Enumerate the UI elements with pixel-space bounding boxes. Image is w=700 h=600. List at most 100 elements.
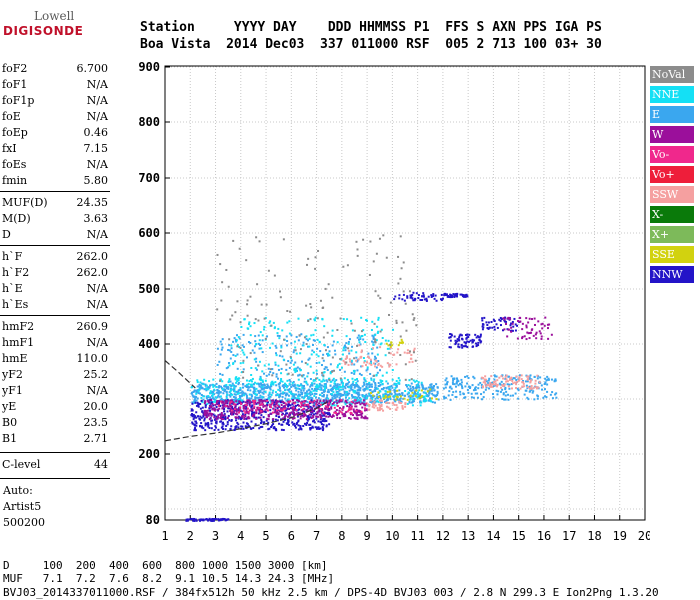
param-value: N/A [86,78,108,91]
data-point-e [341,398,344,401]
data-point-nne [211,394,214,397]
data-point-nnw [481,319,484,322]
data-point-w [299,415,302,418]
data-point-nne [308,345,311,348]
data-point-ssw [360,349,363,352]
data-point-e [229,395,232,398]
data-point-w [544,316,547,319]
data-point-nnw [282,420,285,423]
data-point-ssw [520,374,523,377]
data-point-e [407,387,410,390]
data-point-noval [415,324,418,327]
data-point-vo [260,410,263,413]
data-point-nnw [422,294,425,297]
data-point-e [294,387,297,390]
data-point-ssw [368,405,371,408]
data-point-e [322,359,325,362]
data-point-e [225,390,228,393]
data-point-w [264,408,267,411]
data-point-e [283,392,286,395]
data-point-e [336,384,339,387]
data-point-nnw [465,337,468,340]
data-point-e [338,383,341,386]
data-point-e [239,397,242,400]
data-point-nnw [280,410,283,413]
data-point-nne [295,397,298,400]
data-point-e [252,383,255,386]
data-point-w [213,407,216,410]
data-point-sse [396,389,399,392]
data-point-ssw [488,384,491,387]
data-point-w [204,412,207,415]
data-point-nnw [311,420,314,423]
data-point-w [310,408,313,411]
data-point-vo [341,408,344,411]
data-point-e [309,385,312,388]
data-point-nne [376,331,379,334]
data-point-w [541,322,544,325]
data-point-w [223,414,226,417]
data-point-e [466,382,469,385]
data-point-nne [366,404,369,407]
data-point-ssw [526,386,529,389]
data-point-nne [312,379,315,382]
data-point-w [221,407,224,410]
data-point-noval [216,308,219,311]
data-point-nne [352,380,355,383]
data-point-nne [302,344,305,347]
data-point-e [553,379,556,382]
x-tick-label: 18 [587,529,601,543]
data-point-e [292,380,295,383]
auto-label: Auto: [3,484,33,497]
data-point-e [193,390,196,393]
data-point-nnw [311,411,314,414]
data-point-e [257,342,260,345]
data-point-nnw [451,294,454,297]
data-point-w [272,418,275,421]
y-tick-label: 200 [138,447,160,461]
data-point-nnw [204,429,207,432]
data-point-ssw [396,406,399,409]
data-point-w [210,406,213,409]
data-point-e [405,384,408,387]
data-point-ssw [373,406,376,409]
data-point-e [543,388,546,391]
data-point-nne [327,397,330,400]
data-point-e [425,387,428,390]
data-point-ssw [504,375,507,378]
data-point-w [307,405,310,408]
data-point-nne [221,388,224,391]
data-point-nne [219,395,222,398]
data-point-nne [289,392,292,395]
data-point-w [329,415,332,418]
data-point-nne [237,398,240,401]
data-point-w [208,405,211,408]
data-point-w [361,406,364,409]
data-point-nne [313,351,316,354]
data-point-e [222,399,225,402]
data-point-e [455,381,458,384]
data-point-e [508,387,511,390]
data-point-w [539,332,542,335]
data-point-e [303,387,306,390]
data-point-nnw [487,327,490,330]
data-point-vo [244,411,247,414]
data-point-nne [246,327,249,330]
data-point-nnw [199,415,202,418]
data-point-ssw [529,386,532,389]
data-point-nne [380,328,383,331]
data-point-nne [320,380,323,383]
data-point-nne [212,378,215,381]
data-point-e [378,394,381,397]
data-point-w [362,416,365,419]
data-point-ssw [372,403,375,406]
param-value: 262.0 [76,266,109,279]
data-point-noval [356,344,359,347]
data-point-nne [369,362,372,365]
data-point-noval [219,379,222,382]
data-point-nnw [464,345,467,348]
data-point-nne [288,320,291,323]
data-point-ssw [381,365,384,368]
data-point-noval [229,318,232,321]
data-point-nne [323,386,326,389]
